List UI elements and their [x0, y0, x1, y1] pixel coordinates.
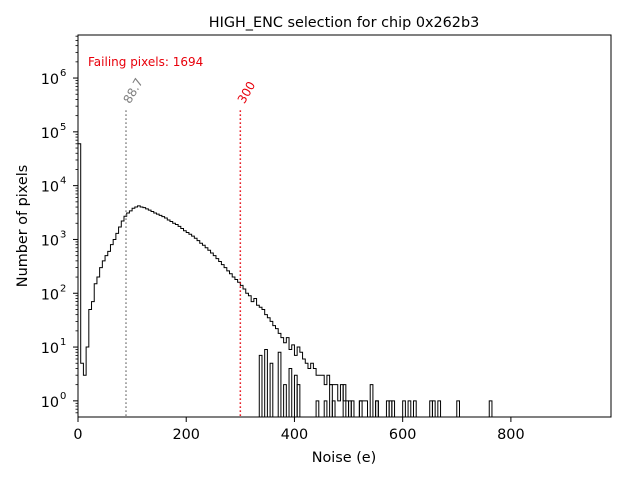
- y-tick-label-power: 0: [60, 391, 66, 402]
- y-tick-label-power: 3: [60, 229, 66, 240]
- histogram-bin: [323, 400, 328, 417]
- histogram-bin: [283, 384, 287, 417]
- histogram-bin: [264, 349, 268, 417]
- y-tick-label-base: 10: [41, 126, 59, 142]
- histogram-bin: [269, 362, 274, 417]
- y-tick-label: 10 2: [41, 283, 67, 303]
- histogram-bin: [412, 400, 417, 417]
- threshold-label: 300: [235, 79, 259, 106]
- y-tick-label-base: 10: [41, 287, 59, 303]
- threshold-label: 88.7: [120, 76, 145, 106]
- histogram-bin: [277, 351, 282, 417]
- y-tick-label-base: 10: [41, 233, 59, 249]
- histogram-bin: [296, 384, 301, 417]
- histogram-bin: [456, 400, 460, 417]
- histogram-bin: [431, 400, 436, 417]
- y-tick-label-base: 10: [41, 395, 59, 411]
- x-axis-label: Noise (e): [312, 450, 377, 466]
- x-tick-label: 200: [172, 427, 199, 443]
- histogram-bin: [402, 400, 406, 417]
- histogram-outline: [78, 143, 433, 417]
- y-axis-label: Number of pixels: [15, 165, 31, 287]
- y-tick-label: 10 5: [41, 122, 67, 142]
- histogram-bin: [348, 400, 352, 417]
- histogram-bin: [315, 400, 320, 417]
- y-tick-label: 10 3: [41, 229, 67, 249]
- plot-area: 88.7 300: [78, 76, 493, 417]
- y-tick-label: 10 0: [41, 391, 67, 411]
- histogram-bin: [258, 354, 263, 417]
- y-tick-label: 10 4: [41, 176, 67, 196]
- failing-pixels-annotation: Failing pixels: 1694: [88, 55, 203, 69]
- plot-frame: [77, 34, 612, 418]
- histogram-bin: [331, 400, 336, 417]
- x-tick-label: 800: [497, 427, 524, 443]
- y-tick-label-power: 2: [60, 283, 66, 294]
- y-tick-label-base: 10: [41, 72, 59, 88]
- histogram-bin: [437, 400, 442, 417]
- y-tick-label: 10 6: [41, 68, 67, 88]
- histogram-bin: [358, 400, 363, 417]
- histogram-bin: [407, 400, 412, 417]
- histogram-bin: [288, 367, 293, 417]
- y-tick-label-power: 5: [60, 122, 66, 133]
- x-tick-label: 0: [73, 427, 82, 443]
- x-tick-label: 600: [389, 427, 416, 443]
- histogram-bin: [369, 384, 374, 417]
- y-tick-label-base: 10: [41, 180, 59, 196]
- histogram-bin: [488, 400, 493, 417]
- histogram-bin: [385, 400, 390, 417]
- y-tick-label-power: 1: [60, 337, 66, 348]
- y-tick-label-power: 4: [60, 176, 66, 187]
- histogram-bin: [375, 400, 379, 417]
- histogram-bin: [391, 400, 396, 417]
- histogram-bin: [342, 384, 347, 417]
- y-tick-label: 10 1: [41, 337, 67, 357]
- x-tick-label: 400: [281, 427, 308, 443]
- y-tick-label-power: 6: [60, 68, 66, 79]
- chart-title: HIGH_ENC selection for chip 0x262b3: [209, 15, 480, 31]
- y-tick-label-base: 10: [41, 341, 59, 357]
